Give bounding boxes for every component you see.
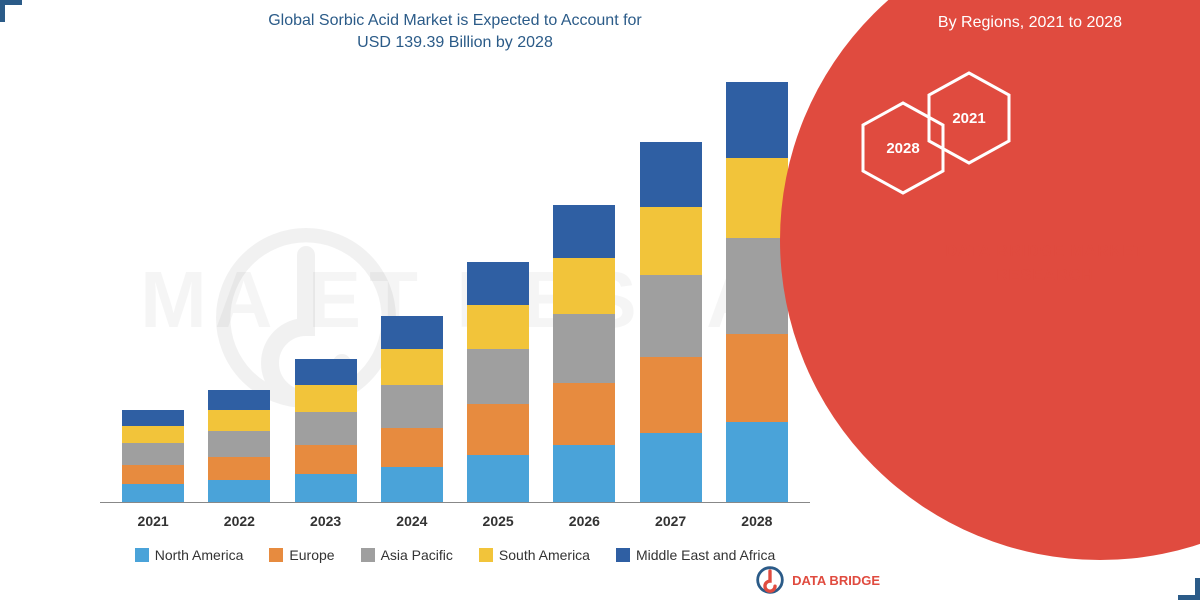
bar-group <box>295 359 357 502</box>
chart-legend: North America Europe Asia Pacific South Ame… <box>100 547 810 563</box>
side-panel: By Regions, 2021 to 2028 2028 2021 DATA … <box>820 0 1200 600</box>
side-panel-title: By Regions, 2021 to 2028 <box>880 12 1180 34</box>
legend-label: South America <box>499 547 590 563</box>
bar-segment <box>726 238 788 334</box>
bar-segment <box>467 305 529 350</box>
bar-segment <box>122 410 184 426</box>
bar-segment <box>553 314 615 382</box>
hexagon-label-a: 2028 <box>886 140 919 157</box>
legend-swatch <box>135 548 149 562</box>
brand-line2: RESEARCH <box>996 267 1094 284</box>
bar-segment <box>381 467 443 502</box>
legend-item: North America <box>135 547 244 563</box>
x-axis-label: 2027 <box>640 513 702 529</box>
bar-group <box>381 316 443 502</box>
bar-segment <box>295 359 357 384</box>
bar-segment <box>295 474 357 501</box>
x-axis-label: 2028 <box>726 513 788 529</box>
chart-title: Global Sorbic Acid Market is Expected to… <box>100 10 810 55</box>
hexagon-badge-2021: 2021 <box>926 70 1012 166</box>
brand-name: DATA BRIDGE MARKET RESEARCH <box>900 240 1190 288</box>
brand-line1: DATA BRIDGE MARKET <box>945 243 1144 260</box>
legend-label: Europe <box>289 547 334 563</box>
bar-segment <box>122 426 184 444</box>
bar-segment <box>381 428 443 467</box>
bar-segment <box>726 158 788 238</box>
x-axis-label: 2024 <box>381 513 443 529</box>
stacked-bar <box>640 142 702 501</box>
footer-logo: DATA BRIDGE <box>756 566 880 594</box>
bar-segment <box>726 422 788 502</box>
chart-plot-area <box>100 83 810 503</box>
x-axis-label: 2022 <box>208 513 270 529</box>
bar-segment <box>295 385 357 412</box>
legend-label: Middle East and Africa <box>636 547 775 563</box>
x-axis-label: 2021 <box>122 513 184 529</box>
stacked-bar <box>467 262 529 502</box>
bar-segment <box>208 390 270 410</box>
footer-logo-text: DATA BRIDGE <box>792 573 880 588</box>
main-container: Global Sorbic Acid Market is Expected to… <box>0 0 1200 600</box>
footer-logo-icon <box>756 566 784 594</box>
bar-segment <box>208 457 270 480</box>
hexagon-label-b: 2021 <box>952 110 985 127</box>
legend-swatch <box>616 548 630 562</box>
bar-segment <box>553 205 615 258</box>
chart-panel: Global Sorbic Acid Market is Expected to… <box>0 0 820 600</box>
bar-segment <box>640 207 702 275</box>
bar-segment <box>640 357 702 433</box>
bar-segment <box>122 465 184 485</box>
stacked-bar <box>726 82 788 502</box>
legend-item: Middle East and Africa <box>616 547 775 563</box>
x-axis-label: 2023 <box>295 513 357 529</box>
bar-group <box>122 410 184 502</box>
bar-segment <box>467 349 529 404</box>
bar-group <box>553 205 615 502</box>
bar-segment <box>467 404 529 455</box>
bar-segment <box>640 275 702 357</box>
legend-label: Asia Pacific <box>381 547 453 563</box>
bar-segment <box>640 433 702 501</box>
bar-group <box>640 142 702 501</box>
x-axis-label: 2025 <box>467 513 529 529</box>
bar-segment <box>467 455 529 502</box>
legend-item: South America <box>479 547 590 563</box>
stacked-bar <box>295 359 357 502</box>
bar-segment <box>553 258 615 315</box>
stacked-bar <box>553 205 615 502</box>
bar-segment <box>726 82 788 158</box>
bar-segment <box>122 484 184 502</box>
bar-segment <box>553 445 615 502</box>
legend-item: Europe <box>269 547 334 563</box>
stacked-bar <box>208 390 270 501</box>
bar-group <box>208 390 270 501</box>
bar-group <box>467 262 529 502</box>
bar-segment <box>726 334 788 422</box>
bar-segment <box>208 410 270 431</box>
legend-swatch <box>361 548 375 562</box>
x-axis-label: 2026 <box>553 513 615 529</box>
bar-segment <box>122 443 184 464</box>
bar-segment <box>381 385 443 428</box>
legend-swatch <box>479 548 493 562</box>
bar-segment <box>467 262 529 305</box>
bar-segment <box>208 431 270 456</box>
bar-segment <box>553 383 615 446</box>
bar-segment <box>208 480 270 501</box>
legend-swatch <box>269 548 283 562</box>
bar-group <box>726 82 788 502</box>
bar-segment <box>381 316 443 349</box>
bar-segment <box>295 445 357 474</box>
bar-segment <box>640 142 702 206</box>
chart-x-axis: 2021 2022 2023 2024 2025 2026 2027 2028 <box>100 503 810 529</box>
bar-segment <box>381 349 443 384</box>
chart-title-line2: USD 139.39 Billion by 2028 <box>357 34 553 51</box>
bar-segment <box>295 412 357 445</box>
chart-title-line1: Global Sorbic Acid Market is Expected to… <box>268 12 642 29</box>
legend-label: North America <box>155 547 244 563</box>
stacked-bar <box>122 410 184 502</box>
stacked-bar <box>381 316 443 502</box>
legend-item: Asia Pacific <box>361 547 453 563</box>
